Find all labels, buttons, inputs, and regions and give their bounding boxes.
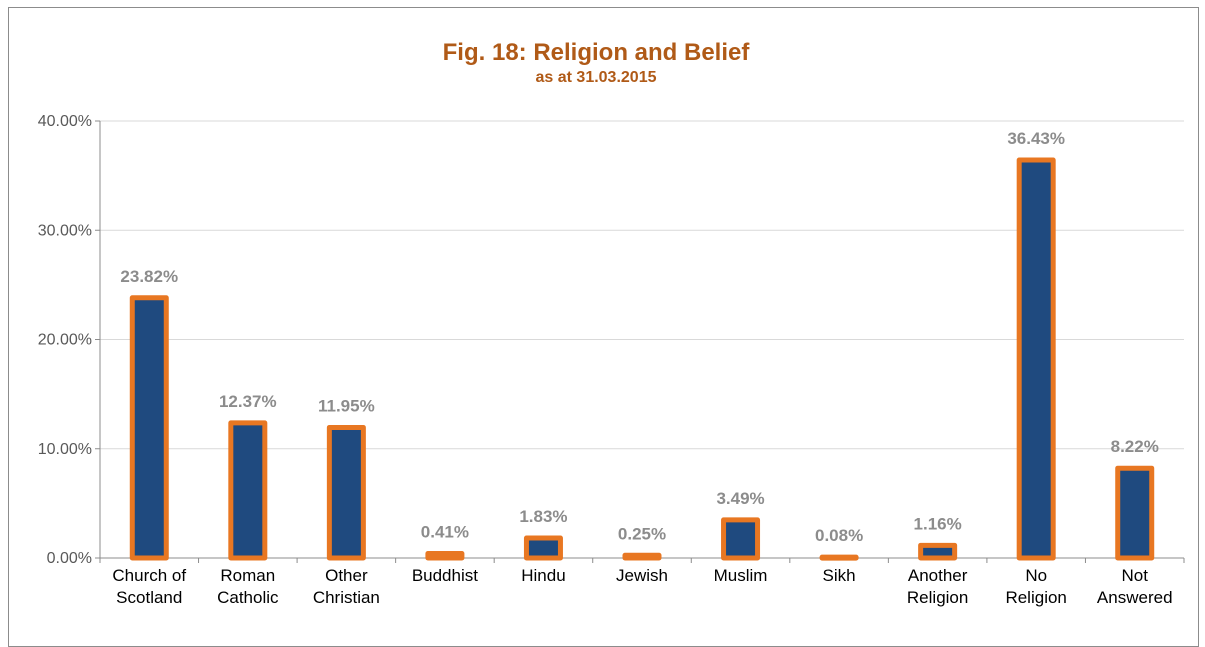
x-category-label: Another [908,566,968,585]
x-category-label: Religion [1005,588,1066,607]
x-category-label: Sikh [823,566,856,585]
y-tick-label: 20.00% [38,332,92,349]
y-tick-label: 0.00% [47,550,92,567]
data-label: 3.49% [716,489,764,508]
bar [425,551,465,561]
data-labels: 23.82% 12.37% 11.95% 0.41% 1.83% 0.25% 3.49% 0.… [120,129,1158,545]
data-label: 12.37% [219,392,277,411]
data-label: 1.16% [914,514,962,533]
x-category-label: Church of [112,566,186,585]
y-tick-label: 40.00% [38,113,92,130]
y-tick-label: 10.00% [38,441,92,458]
x-category-label: No [1025,566,1047,585]
bar [228,420,268,561]
x-category-label: Scotland [116,588,182,607]
y-tick-labels: 0.00% 10.00% 20.00% 30.00% 40.00% [38,113,92,567]
x-category-label: Other [325,566,368,585]
data-label: 8.22% [1111,437,1159,456]
bar [129,295,169,561]
bar [918,542,958,561]
data-label: 11.95% [318,396,375,415]
chart-subtitle: as at 31.03.2015 [536,69,657,86]
x-category-label: Religion [907,588,968,607]
bar [721,517,761,561]
data-label: 0.08% [815,526,863,545]
data-label: 1.83% [519,507,567,526]
chart-frame: 23.82% 12.37% 11.95% 0.41% 1.83% 0.25% 3.49% 0.… [8,7,1199,647]
x-category-label: Christian [313,588,380,607]
bars [129,157,1155,561]
x-category-label: Answered [1097,588,1173,607]
bar [1115,465,1155,561]
data-label: 0.41% [421,523,469,542]
x-category-label: Hindu [521,566,565,585]
data-label: 36.43% [1007,129,1065,148]
bar-chart: 23.82% 12.37% 11.95% 0.41% 1.83% 0.25% 3.49% 0.… [38,39,1185,607]
bar [622,552,662,561]
y-tick-label: 30.00% [38,222,92,239]
bar [523,535,563,561]
x-category-label: Roman [220,566,275,585]
x-category-label: Catholic [217,588,279,607]
gridlines [100,120,1184,450]
data-label: 23.82% [120,267,178,286]
x-category-label: Muslim [714,566,768,585]
bar [326,424,366,561]
x-category-label: Buddhist [412,566,478,585]
x-category-labels: Church of Scotland Roman Catholic Other Chris… [112,566,1172,607]
chart-title: Fig. 18: Religion and Belief [443,39,751,66]
bar [1016,157,1056,561]
x-category-label: Jewish [616,566,668,585]
x-category-label: Not [1121,566,1148,585]
bar [819,554,859,561]
data-label: 0.25% [618,524,666,543]
